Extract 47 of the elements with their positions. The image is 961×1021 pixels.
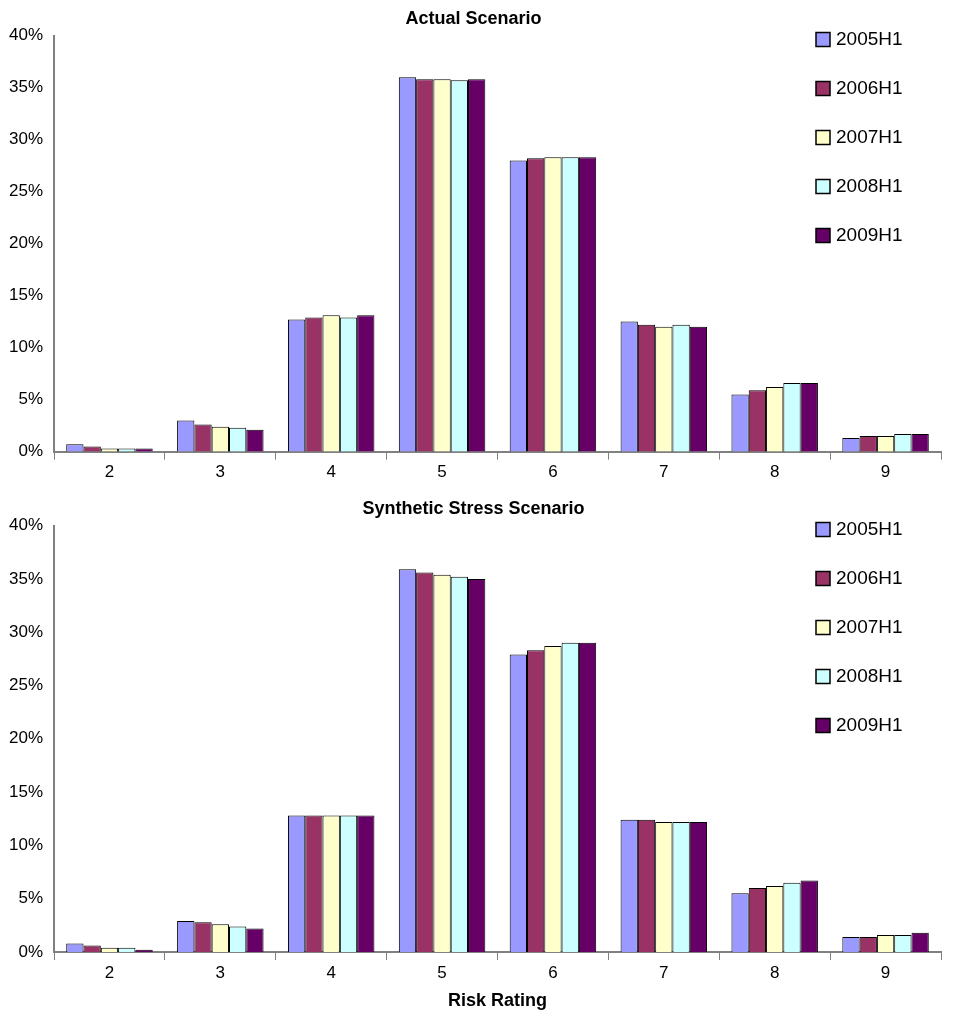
y-tick-label: 35%	[8, 568, 44, 588]
x-tick-label: 2	[104, 462, 115, 482]
legend-label: 2008H1	[836, 174, 903, 196]
y-tick-label: 40%	[8, 515, 44, 535]
legend-label: 2007H1	[836, 615, 903, 637]
y-tick-label: 15%	[8, 285, 44, 305]
x-tick-label: 3	[215, 462, 226, 482]
y-tick-label: 40%	[8, 25, 44, 45]
x-tick-label: 8	[769, 962, 780, 982]
y-tick-label: 10%	[8, 337, 44, 357]
x-tick-label: 3	[215, 962, 226, 982]
y-tick-label: 0%	[18, 441, 44, 461]
y-tick-label: 0%	[18, 941, 44, 961]
y-tick-label: 15%	[8, 781, 44, 801]
legend-label: 2005H1	[836, 27, 903, 49]
legend-label: 2007H1	[836, 125, 903, 147]
x-tick-label: 8	[769, 462, 780, 482]
x-tick-label: 9	[880, 462, 891, 482]
y-tick-label: 20%	[8, 233, 44, 253]
y-tick-label: 30%	[8, 621, 44, 641]
y-tick-label: 10%	[8, 835, 44, 855]
y-tick-label: 5%	[18, 389, 44, 409]
y-tick-label: 35%	[8, 77, 44, 97]
y-tick-label: 25%	[8, 181, 44, 201]
legend-label: 2008H1	[836, 664, 903, 686]
y-tick-label: 5%	[18, 888, 44, 908]
legend-label: 2005H1	[836, 517, 903, 539]
chart-title: Synthetic Stress Scenario	[362, 497, 585, 518]
legend-label: 2009H1	[836, 223, 903, 245]
x-tick-label: 2	[104, 962, 115, 982]
x-tick-label: 7	[659, 962, 669, 982]
legend-label: 2009H1	[836, 713, 903, 735]
x-tick-label: 7	[659, 462, 669, 482]
x-tick-label: 4	[326, 962, 336, 982]
x-tick-label: 6	[548, 962, 558, 982]
x-tick-label: 5	[437, 962, 447, 982]
x-axis-title: Risk Rating	[448, 990, 548, 1011]
y-tick-label: 30%	[8, 129, 44, 149]
y-tick-label: 20%	[8, 728, 44, 748]
x-tick-label: 5	[437, 462, 447, 482]
x-tick-label: 9	[880, 962, 891, 982]
x-tick-label: 4	[326, 462, 336, 482]
y-tick-label: 25%	[8, 675, 44, 695]
legend-label: 2006H1	[836, 76, 903, 98]
legend-label: 2006H1	[836, 566, 903, 588]
x-tick-label: 6	[548, 462, 558, 482]
chart-title: Actual Scenario	[405, 7, 542, 28]
